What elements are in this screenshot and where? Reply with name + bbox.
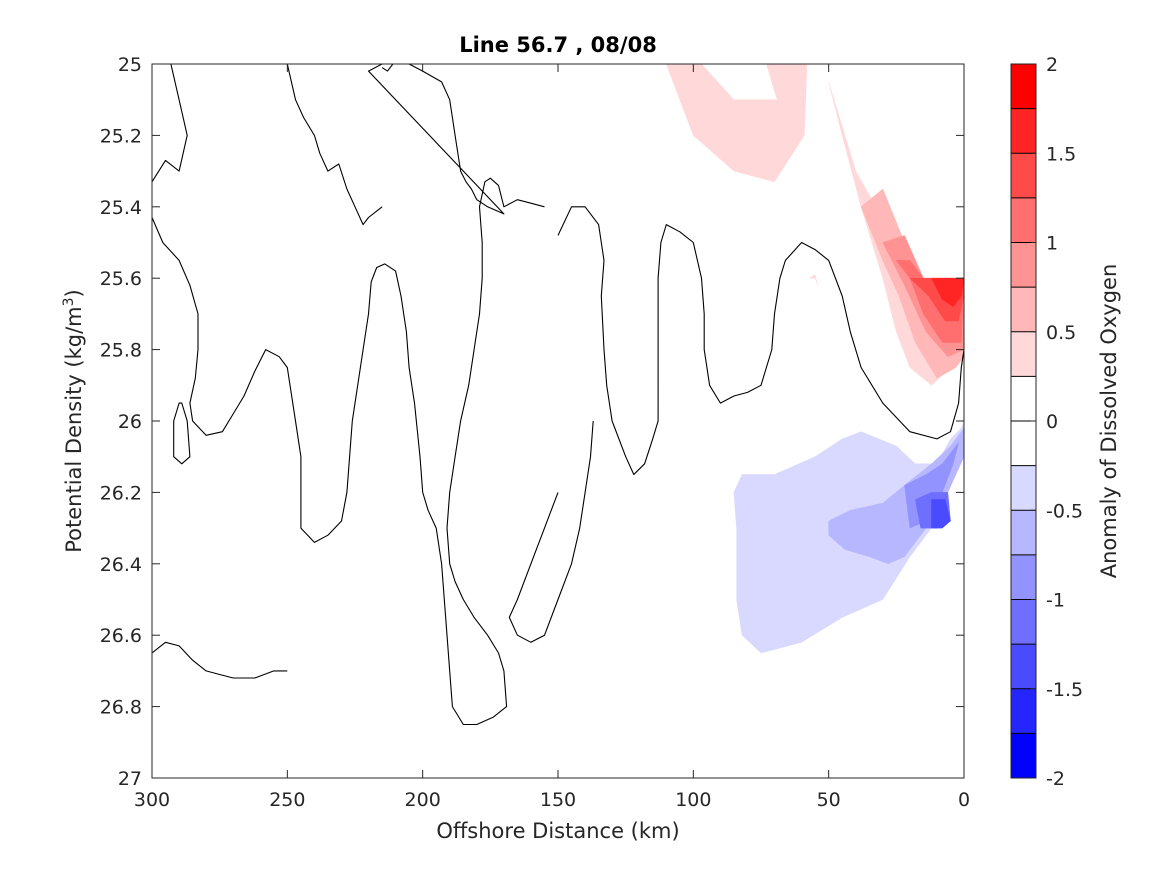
y-tick-label: 25 — [118, 54, 142, 76]
colorbar-tick-label: 1.5 — [1046, 143, 1076, 165]
zero-contour-1 — [152, 177, 545, 726]
colorbar-swatch — [1011, 465, 1036, 511]
x-axis: 300 250 200 150 100 50 0 — [134, 64, 970, 811]
colorbar-swatch — [1011, 644, 1036, 689]
zero-contour-6 — [152, 641, 288, 679]
zero-contour-3 — [367, 64, 505, 215]
colorbar-tick-label: -1 — [1046, 590, 1065, 612]
filled-region-11 — [931, 499, 951, 529]
y-tick-label: 26.6 — [100, 625, 142, 647]
y-tick-label: 26.4 — [100, 554, 142, 576]
colorbar-swatch — [1011, 688, 1036, 734]
colorbar-tick-label: -0.5 — [1046, 500, 1083, 522]
x-tick-label: 150 — [540, 789, 576, 811]
colorbar-swatch — [1011, 153, 1036, 198]
x-axis-label: Offshore Distance (km) — [436, 819, 679, 843]
colorbar-tick-label: 0 — [1046, 411, 1058, 433]
zero-contour-4 — [381, 64, 394, 72]
filled-region-13 — [808, 274, 819, 286]
colorbar-tick-label: 2 — [1046, 54, 1058, 76]
y-tick-label: 27 — [118, 768, 142, 790]
colorbar-swatch — [1011, 108, 1036, 154]
y-tick-label: 25.8 — [100, 340, 142, 362]
zero-contour-lines — [152, 64, 964, 726]
x-tick-label: 250 — [269, 789, 305, 811]
x-tick-label: 0 — [958, 789, 970, 811]
colorbar-swatch — [1011, 376, 1036, 421]
colorbar-swatch — [1011, 510, 1036, 555]
zero-contour-8 — [508, 420, 594, 643]
colorbar-label: Anomaly of Dissolved Oxygen — [1097, 264, 1121, 579]
y-axis-label-main: Potential Density (kg/m — [62, 306, 86, 552]
colorbar-tick-label: -1.5 — [1046, 679, 1083, 701]
chart-title: Line 56.7 , 08/08 — [459, 33, 657, 57]
zero-contour-5 — [173, 402, 191, 465]
filled-region-0 — [666, 64, 808, 183]
y-axis: 25 25.2 25.4 25.6 25.8 26 26.2 26.4 26.6 26.8 27 — [100, 54, 964, 790]
filled-contour-regions — [666, 64, 964, 654]
y-axis-label: Potential Density (kg/m3) — [61, 289, 86, 553]
y-tick-label: 26.2 — [100, 482, 142, 504]
y-tick-label: 26.8 — [100, 697, 142, 719]
filled-region-12 — [784, 563, 795, 568]
colorbar-swatch — [1011, 242, 1036, 288]
colorbar-tick-label: 1 — [1046, 233, 1058, 255]
x-tick-label: 50 — [817, 789, 841, 811]
y-tick-label: 25.2 — [100, 125, 142, 147]
colorbar-swatch — [1011, 421, 1036, 466]
x-tick-label: 200 — [405, 789, 441, 811]
y-tick-label: 26 — [118, 411, 142, 433]
filled-region-8 — [828, 427, 964, 565]
colorbar-swatch — [1011, 331, 1036, 377]
zero-contour-0 — [152, 64, 188, 183]
colorbar-swatch — [1011, 599, 1036, 645]
colorbar-swatch — [1011, 64, 1036, 109]
x-tick-label: 300 — [134, 789, 170, 811]
colorbar — [1011, 64, 1036, 778]
y-tick-label: 25.6 — [100, 268, 142, 290]
colorbar-tick-label: -2 — [1046, 768, 1065, 790]
colorbar-ticks: -2 -1.5 -1 -0.5 0 0.5 1 1.5 2 — [1031, 54, 1083, 790]
colorbar-swatch — [1011, 287, 1036, 332]
y-axis-label-superscript: 3 — [61, 297, 77, 306]
zero-contour-7 — [557, 206, 964, 476]
y-tick-label: 25.4 — [100, 197, 142, 219]
y-axis-label-end: ) — [62, 289, 86, 297]
x-tick-label: 100 — [675, 789, 711, 811]
colorbar-swatch — [1011, 554, 1036, 600]
colorbar-swatch — [1011, 733, 1036, 778]
colorbar-swatch — [1011, 197, 1036, 243]
zero-contour-2 — [286, 64, 383, 226]
colorbar-tick-label: 0.5 — [1046, 322, 1076, 344]
